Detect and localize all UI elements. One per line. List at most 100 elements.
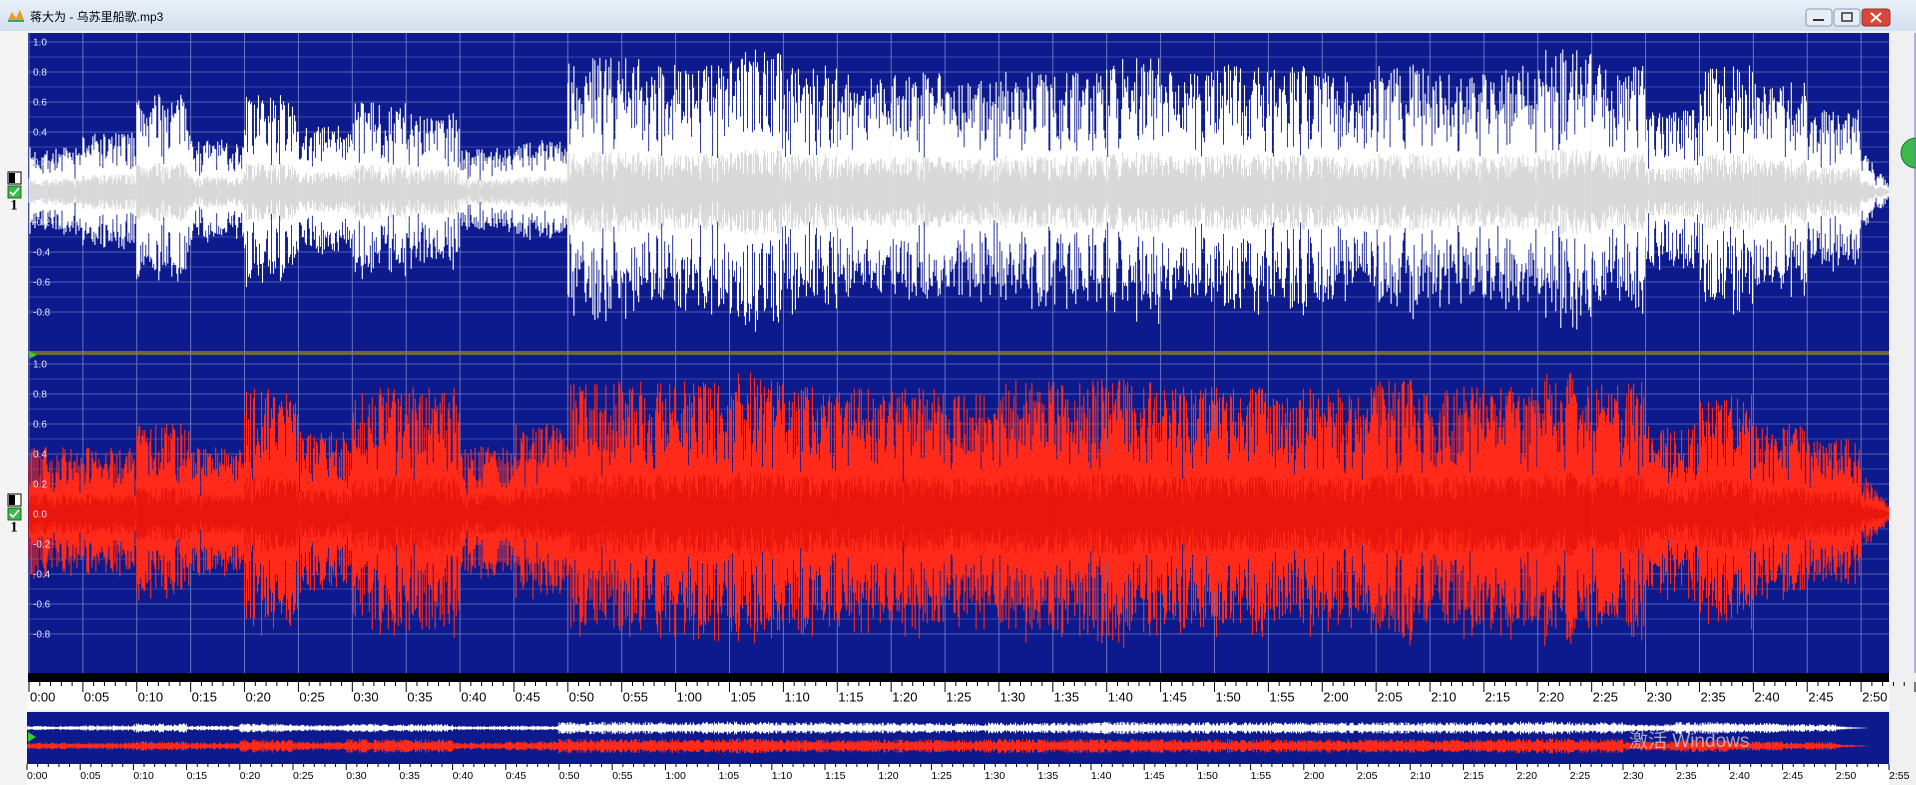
minimize-button[interactable] <box>1805 8 1833 27</box>
amplitude-label: -0.6 <box>33 278 51 289</box>
time-label: 0:30 <box>353 689 378 704</box>
overview-time-label: 2:55 <box>1889 770 1910 782</box>
waveform-core <box>1537 149 1592 235</box>
waveform-core <box>675 154 730 230</box>
overview-time-label: 0:20 <box>240 770 261 782</box>
waveform-core <box>1483 475 1538 553</box>
overview-segment <box>1090 738 1145 754</box>
overview-segment <box>239 739 294 753</box>
waveform-core <box>190 176 245 208</box>
overview-time-label: 0:15 <box>187 770 208 782</box>
waveform-core <box>1213 153 1269 231</box>
app-icon <box>8 10 24 22</box>
amplitude-label: -0.4 <box>33 570 51 581</box>
amplitude-label: 0.6 <box>33 420 47 431</box>
time-label: 0:25 <box>299 689 324 704</box>
time-label: 2:30 <box>1647 689 1672 704</box>
waveform-core <box>351 476 406 552</box>
overview-segment <box>505 741 560 751</box>
overview-segment <box>1196 739 1251 753</box>
overview-time-label: 2:45 <box>1783 770 1804 782</box>
overview-segment <box>930 722 985 734</box>
overview-segment <box>132 723 187 733</box>
channel-check[interactable] <box>7 507 22 521</box>
overview-segment <box>771 722 826 734</box>
overview-segment <box>292 724 347 732</box>
channel-check[interactable] <box>7 185 22 199</box>
time-label: 2:45 <box>1808 689 1833 704</box>
waveform-core <box>782 154 837 230</box>
time-label: 1:10 <box>784 689 809 704</box>
waveform-core <box>1537 471 1592 557</box>
overview-time-label: 2:05 <box>1357 770 1378 782</box>
overview-time-label: 0:05 <box>80 770 101 782</box>
overview-segment <box>1409 722 1464 734</box>
waveform-core <box>567 474 622 554</box>
waveform-core <box>782 476 837 552</box>
maximize-button[interactable] <box>1833 8 1861 27</box>
waveform-core <box>351 165 406 219</box>
time-label: 1:50 <box>1215 689 1240 704</box>
overview-segment <box>1143 722 1198 734</box>
overview-time-label: 1:50 <box>1197 770 1218 782</box>
waveform-core <box>82 494 137 534</box>
overview-segment <box>1835 726 1869 730</box>
amplitude-label: -0.2 <box>33 218 51 229</box>
channel-toggle-fill <box>9 495 15 505</box>
time-label: 0:00 <box>30 689 55 704</box>
waveform-core <box>728 471 784 557</box>
side-handle[interactable] <box>1900 137 1916 169</box>
waveform-core <box>1860 503 1889 525</box>
title-bar <box>0 0 1916 31</box>
waveform-core <box>297 489 352 539</box>
window-controls[interactable] <box>1805 8 1891 27</box>
time-label: 1:45 <box>1162 689 1187 704</box>
amplitude-label: 0.4 <box>33 128 47 139</box>
time-label: 1:55 <box>1269 689 1294 704</box>
waveform-core <box>1267 154 1322 230</box>
time-label: 2:40 <box>1754 689 1779 704</box>
overview-time-label: 0:25 <box>293 770 314 782</box>
waveform-core <box>28 178 83 206</box>
waveform-core <box>1052 156 1107 228</box>
amplitude-label: 0.8 <box>33 390 47 401</box>
waveform-core <box>1375 153 1430 231</box>
time-label: 2:20 <box>1539 689 1564 704</box>
time-label: 2:00 <box>1323 689 1348 704</box>
overview-segment <box>824 722 879 734</box>
overview-segment <box>186 725 241 731</box>
overview-time-label: 1:40 <box>1091 770 1112 782</box>
overview-time-label: 2:50 <box>1836 770 1857 782</box>
waveform-core <box>28 493 83 535</box>
maximize-icon <box>1841 12 1853 22</box>
overview-time-label: 0:40 <box>453 770 474 782</box>
overview-segment <box>345 723 400 733</box>
time-label: 2:25 <box>1593 689 1618 704</box>
overview-time-label: 2:00 <box>1304 770 1325 782</box>
time-label: 1:00 <box>677 689 702 704</box>
amplitude-label: 0.2 <box>33 158 47 169</box>
overview-segment <box>505 725 560 731</box>
overview-segment <box>877 739 932 753</box>
overview-segment <box>1409 739 1464 753</box>
waveform-core <box>136 487 191 541</box>
overview-segment <box>1782 742 1837 750</box>
waveform-core <box>1483 154 1538 230</box>
waveform-core <box>1321 476 1376 552</box>
overview-segment <box>1090 721 1145 735</box>
overview-time-label: 2:25 <box>1570 770 1591 782</box>
overview-segment <box>558 738 613 754</box>
time-label: 0:20 <box>246 689 271 704</box>
overview-segment <box>345 739 400 753</box>
waveform-core <box>567 151 622 233</box>
waveform-core <box>1752 487 1807 541</box>
overview-segment <box>239 723 294 733</box>
overview-segment <box>1356 722 1411 734</box>
left-gutter <box>0 31 28 785</box>
waveform-core <box>1860 181 1889 203</box>
waveform-core <box>944 158 999 226</box>
waveform-core <box>1698 154 1754 230</box>
time-label: 2:05 <box>1377 689 1402 704</box>
minimize-icon <box>1813 19 1824 21</box>
